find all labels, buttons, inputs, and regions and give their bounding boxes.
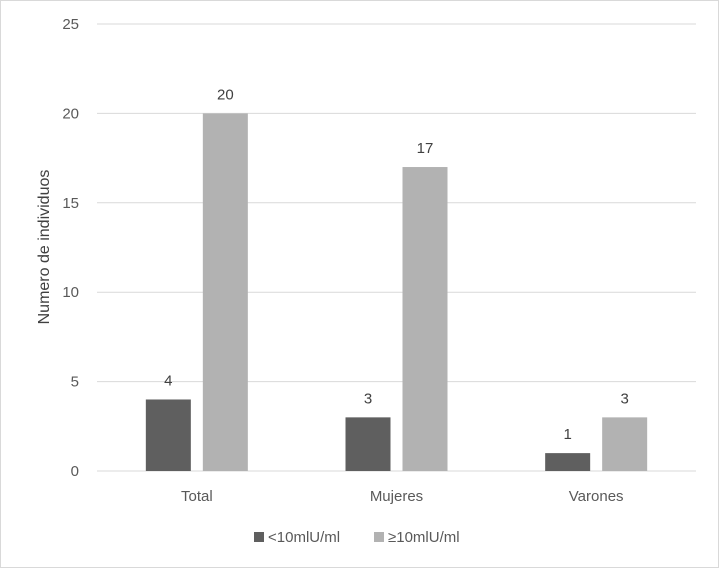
data-label: 20 (217, 86, 234, 103)
legend-swatch-2 (374, 532, 384, 542)
bar-total-series-2 (202, 113, 248, 472)
bar-mujeres-series-2 (402, 167, 448, 472)
y-axis-ticks: 0 5 10 15 20 25 (62, 16, 79, 480)
bar-total-series-1 (145, 399, 191, 471)
y-tick-label: 0 (71, 463, 79, 480)
bar-varones-series-2 (602, 417, 648, 471)
y-tick-label: 15 (62, 195, 79, 212)
bar-varones-series-1 (545, 453, 591, 471)
legend-label-2: ≥10mlU/ml (388, 529, 460, 546)
gridlines (97, 23, 696, 472)
legend: <10mlU/ml ≥10mlU/ml (254, 529, 460, 546)
data-labels: 4 20 3 17 1 3 (164, 86, 629, 443)
y-tick-label: 10 (62, 284, 79, 301)
x-category-label: Total (181, 488, 213, 505)
data-label: 3 (364, 390, 372, 407)
data-label: 4 (164, 372, 172, 389)
x-axis-categories: Total Mujeres Varones (181, 488, 624, 505)
data-label: 1 (563, 426, 571, 443)
y-axis-title: Numero de individuos (36, 170, 53, 325)
bars (145, 113, 648, 472)
data-label: 3 (620, 390, 628, 407)
legend-label-1: <10mlU/ml (268, 529, 340, 546)
y-tick-label: 5 (71, 374, 79, 391)
legend-swatch-1 (254, 532, 264, 542)
y-tick-label: 20 (62, 105, 79, 122)
y-tick-label: 25 (62, 16, 79, 33)
data-label: 17 (417, 140, 434, 157)
bar-mujeres-series-1 (345, 417, 391, 471)
x-category-label: Varones (569, 488, 624, 505)
x-category-label: Mujeres (370, 488, 423, 505)
